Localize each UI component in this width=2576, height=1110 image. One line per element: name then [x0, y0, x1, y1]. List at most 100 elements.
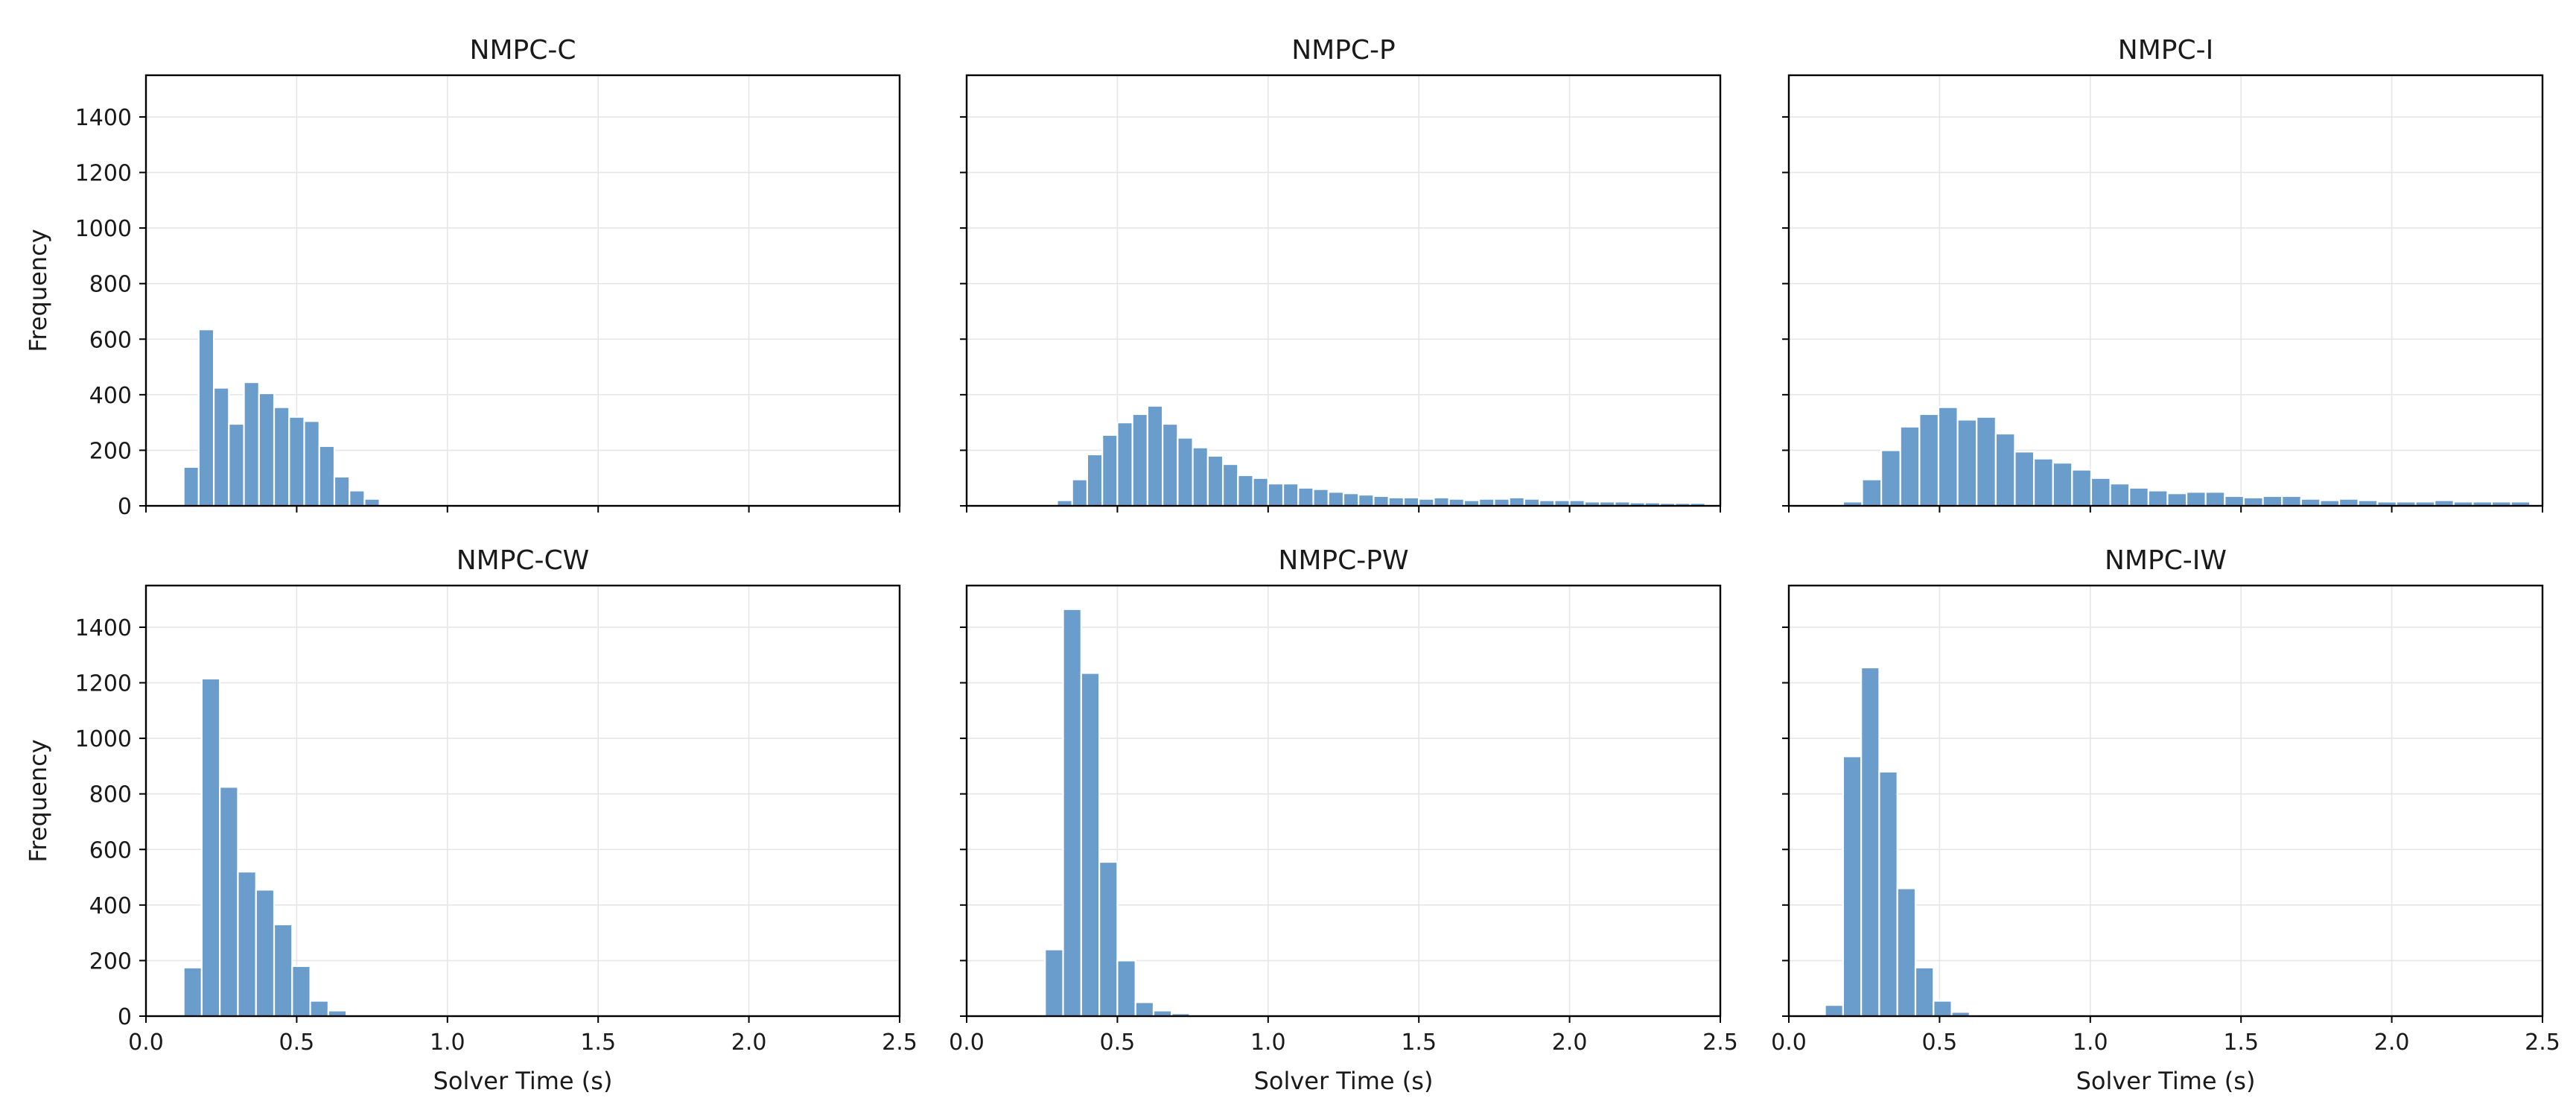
histogram-bar [1937, 406, 1959, 507]
histogram-bar [1373, 495, 1390, 507]
histogram-bar [1899, 425, 1921, 507]
x-tick-label: 2.0 [1552, 1030, 1588, 1056]
histogram-bar [1192, 446, 1209, 507]
histogram-bar [2185, 491, 2207, 507]
y-tick-label: 200 [89, 438, 132, 464]
histogram-bar [2052, 462, 2073, 507]
histogram-bar [1842, 755, 1863, 1018]
panel-title: NMPC-C [470, 35, 576, 66]
histogram-bar [1880, 449, 1901, 507]
histogram-bar [2166, 492, 2188, 507]
histogram-bar [1433, 496, 1450, 507]
histogram-bar [1896, 887, 1917, 1018]
x-tick-label: 1.5 [580, 1030, 616, 1056]
histogram-bar [1418, 498, 1435, 507]
histogram-bar [333, 475, 351, 507]
histogram-bar [1044, 948, 1064, 1018]
y-tick-label: 1000 [75, 216, 132, 242]
histogram-bar [1860, 666, 1880, 1018]
histogram-bar [1086, 453, 1104, 507]
histogram-bar [1237, 474, 1254, 507]
histogram-bar [1327, 491, 1345, 507]
histogram-bar [1493, 498, 1510, 507]
histogram-bar [182, 966, 203, 1018]
panel-title: NMPC-I [2118, 35, 2213, 66]
histogram-bar [1206, 454, 1224, 507]
y-tick-label: 800 [89, 782, 132, 808]
y-tick-label: 600 [89, 327, 132, 353]
histogram-bar [1478, 498, 1495, 507]
x-tick-label: 0.0 [128, 1030, 164, 1056]
x-tick-label: 0.5 [1100, 1030, 1136, 1056]
histogram-bar [1116, 422, 1133, 507]
histogram-bar [1131, 413, 1148, 507]
histogram-bar [288, 416, 305, 507]
histogram-bar [1994, 432, 2016, 507]
y-tick-label: 400 [89, 893, 132, 919]
axes-frame [1787, 74, 2544, 507]
histogram-bar [2090, 477, 2111, 507]
histogram-bar [1976, 416, 1997, 507]
axes-frame [965, 74, 1722, 507]
histogram-bar [1101, 434, 1119, 507]
histogram-bar [200, 677, 221, 1018]
y-axis-label: Frequency [24, 229, 52, 352]
y-axis-label: Frequency [24, 739, 52, 862]
x-axis-label: Solver Time (s) [1254, 1067, 1434, 1095]
x-tick-label: 2.5 [882, 1030, 917, 1056]
x-axis-label: Solver Time (s) [2076, 1067, 2256, 1095]
histogram-bar [1252, 477, 1269, 507]
histogram-bar [318, 445, 336, 507]
axes-frame [144, 74, 901, 507]
panel-nmpc-i: NMPC-I [1782, 35, 2544, 513]
histogram-bar [1933, 1000, 1953, 1018]
histogram-bar [237, 870, 257, 1018]
x-tick-label: 1.5 [2223, 1030, 2259, 1056]
histogram-bar [2281, 495, 2302, 507]
axes-frame [965, 584, 1722, 1018]
panel-title: NMPC-PW [1278, 545, 1408, 576]
histogram-bar [1358, 493, 1375, 507]
axes-frame [144, 584, 901, 1018]
histogram-bar [2071, 469, 2093, 507]
histogram-bar [1824, 1003, 1844, 1018]
histogram-bar [273, 406, 290, 507]
panel-title: NMPC-P [1291, 35, 1396, 66]
y-tick-label: 1200 [75, 671, 132, 697]
histogram-bar [2224, 495, 2245, 507]
panel-title: NMPC-IW [2105, 545, 2227, 576]
histogram-bar [228, 422, 245, 507]
histogram-bar [2242, 496, 2264, 507]
x-tick-label: 1.0 [430, 1030, 465, 1056]
histogram-bar [182, 466, 200, 507]
histogram-bar [1312, 488, 1329, 507]
histogram-bar [1080, 672, 1101, 1018]
histogram-bar [1918, 413, 1940, 507]
y-tick-label: 1400 [75, 105, 132, 131]
histogram-bar [258, 392, 276, 507]
x-tick-label: 0.0 [1771, 1030, 1807, 1056]
y-tick-label: 600 [89, 837, 132, 863]
panel-nmpc-cw: 0.0 0.5 1.0 1.5 2.0 2.5 0 200 400 600 800 1000 1200 1… [24, 545, 917, 1095]
histogram-bar [2262, 495, 2283, 507]
histogram-bar [1523, 498, 1541, 507]
histogram-bar [1098, 860, 1119, 1018]
histogram-bar [2128, 486, 2149, 507]
histogram-bar [1956, 419, 1978, 507]
histogram-bar [2300, 498, 2321, 507]
histogram-bar [2338, 498, 2359, 507]
x-tick-label: 2.5 [1702, 1030, 1738, 1056]
histogram-bar [1448, 498, 1466, 507]
histogram-bar [1342, 492, 1360, 507]
histogram-bar [1116, 960, 1136, 1018]
x-axis-label: Solver Time (s) [433, 1067, 613, 1095]
histogram-bar [1146, 405, 1164, 507]
histogram-bar [1508, 496, 1525, 507]
x-tick-label: 1.0 [1250, 1030, 1286, 1056]
y-tick-label: 1200 [75, 161, 132, 187]
histogram-bar [1878, 770, 1898, 1018]
histogram-bar [1134, 1001, 1155, 1018]
y-tick-label: 200 [89, 948, 132, 974]
histogram-bar [255, 889, 276, 1018]
x-tick-label: 0.5 [1922, 1030, 1958, 1056]
